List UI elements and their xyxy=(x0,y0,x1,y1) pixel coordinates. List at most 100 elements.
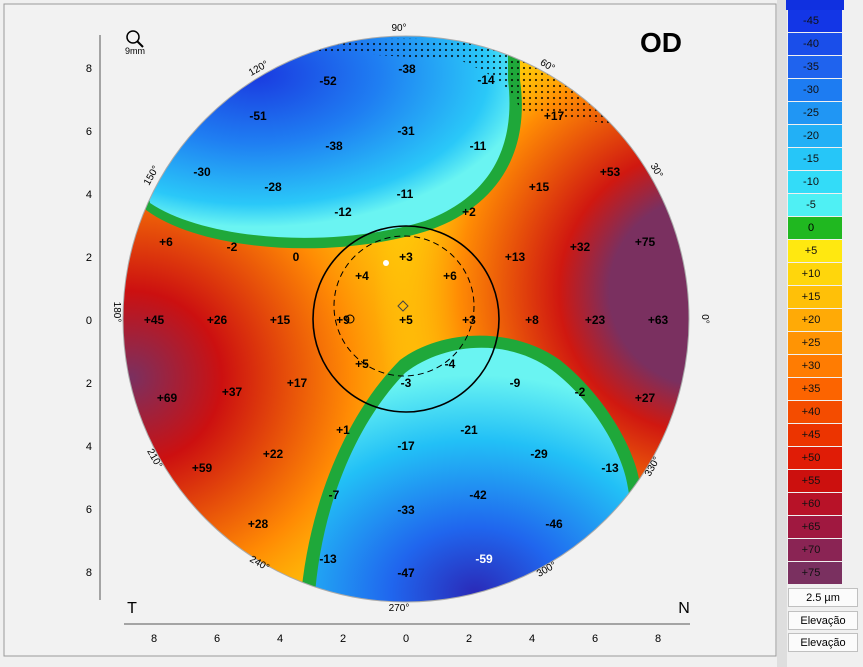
map-type-button[interactable]: Elevação xyxy=(788,611,858,630)
temporal-label: T xyxy=(127,600,137,617)
legend-row: +25 xyxy=(786,332,858,355)
degree-label: 270° xyxy=(389,603,410,614)
legend-bar xyxy=(834,79,842,101)
zoom-label: 9mm xyxy=(125,46,145,56)
legend-bar xyxy=(834,447,842,469)
legend-bar xyxy=(834,33,842,55)
legend-row: +20 xyxy=(786,309,858,332)
map-value: +6 xyxy=(443,269,457,283)
legend-bar xyxy=(834,240,842,262)
legend-row: -45 xyxy=(786,10,858,33)
y-tick: 6 xyxy=(86,504,92,516)
legend-row: +10 xyxy=(786,263,858,286)
legend-bar xyxy=(834,102,842,124)
map-value: -17 xyxy=(397,439,415,453)
legend-swatch: +55 xyxy=(788,470,834,492)
legend-bar xyxy=(834,125,842,147)
legend-swatch: -15 xyxy=(788,148,834,170)
map-value: -30 xyxy=(193,165,211,179)
y-tick: 8 xyxy=(86,567,92,579)
legend-bar xyxy=(834,424,842,446)
map-value: -13 xyxy=(601,461,619,475)
legend-swatch: +70 xyxy=(788,539,834,561)
map-value: -12 xyxy=(334,205,352,219)
map-value: -2 xyxy=(227,240,238,254)
map-value: +53 xyxy=(600,165,621,179)
legend-swatch: +60 xyxy=(788,493,834,515)
map-value: +26 xyxy=(207,313,228,327)
legend-swatch: -25 xyxy=(788,102,834,124)
eye-label: OD xyxy=(640,27,682,58)
legend-row: 0 xyxy=(786,217,858,240)
legend-row: +40 xyxy=(786,401,858,424)
map-value: +45 xyxy=(144,313,165,327)
legend-row: +75 xyxy=(786,562,858,585)
map-value: -47 xyxy=(397,566,415,580)
legend-bar xyxy=(834,194,842,216)
legend-swatch: +25 xyxy=(788,332,834,354)
map-value: +3 xyxy=(399,250,413,264)
map-type-button-2[interactable]: Elevação xyxy=(788,633,858,652)
x-tick: 0 xyxy=(403,633,409,645)
legend-bar xyxy=(834,148,842,170)
map-value: -31 xyxy=(397,124,415,138)
unit-step-label: 2.5 µm xyxy=(788,588,858,607)
map-value: +9 xyxy=(336,313,350,327)
y-tick: 4 xyxy=(86,189,92,201)
legend-swatch: -30 xyxy=(788,79,834,101)
legend-row: +55 xyxy=(786,470,858,493)
map-value: +32 xyxy=(570,240,591,254)
x-tick: 2 xyxy=(340,633,346,645)
map-value: -51 xyxy=(249,109,267,123)
legend-row: +35 xyxy=(786,378,858,401)
map-value: +3 xyxy=(462,313,476,327)
map-value: -28 xyxy=(264,180,282,194)
map-value: -13 xyxy=(319,552,337,566)
degree-label: 90° xyxy=(391,23,406,34)
legend-row: -10 xyxy=(786,171,858,194)
legend-row: +70 xyxy=(786,539,858,562)
map-value: +37 xyxy=(222,385,243,399)
map-value: +28 xyxy=(248,517,269,531)
map-value: +23 xyxy=(585,313,606,327)
legend-swatch: -35 xyxy=(788,56,834,78)
legend-bar xyxy=(834,10,842,32)
x-tick: 6 xyxy=(214,633,220,645)
legend-swatch: +40 xyxy=(788,401,834,423)
map-value: -33 xyxy=(397,503,415,517)
map-value: +69 xyxy=(157,391,178,405)
y-tick: 0 xyxy=(86,315,92,327)
legend-swatch: +5 xyxy=(788,240,834,262)
legend-swatch: -10 xyxy=(788,171,834,193)
map-value: +17 xyxy=(544,109,565,123)
y-tick-labels: 8 6 4 2 0 2 4 6 8 xyxy=(86,63,92,579)
legend-bar xyxy=(834,263,842,285)
legend-row: +30 xyxy=(786,355,858,378)
reflex-marker xyxy=(383,260,389,266)
y-tick: 2 xyxy=(86,378,92,390)
legend-row: -25 xyxy=(786,102,858,125)
legend-bar xyxy=(834,355,842,377)
legend-row: +60 xyxy=(786,493,858,516)
map-value: -21 xyxy=(460,423,478,437)
legend-bar xyxy=(834,171,842,193)
legend-bar xyxy=(834,539,842,561)
legend-bar xyxy=(834,286,842,308)
legend-bar xyxy=(834,470,842,492)
map-value: +15 xyxy=(529,180,550,194)
legend-bar xyxy=(834,562,842,584)
legend-swatch: +35 xyxy=(788,378,834,400)
map-value: -52 xyxy=(319,74,337,88)
legend-swatch: +45 xyxy=(788,424,834,446)
y-tick: 8 xyxy=(86,63,92,75)
nasal-label: N xyxy=(678,600,690,617)
zoom-icon[interactable] xyxy=(126,30,144,48)
legend-bar xyxy=(834,493,842,515)
map-value: -3 xyxy=(401,376,412,390)
map-value: -11 xyxy=(470,139,487,153)
map-value: -42 xyxy=(469,488,487,502)
legend-swatch: -40 xyxy=(788,33,834,55)
legend-row: -5 xyxy=(786,194,858,217)
map-value: -59 xyxy=(475,552,493,566)
legend-swatch: 0 xyxy=(788,217,834,239)
